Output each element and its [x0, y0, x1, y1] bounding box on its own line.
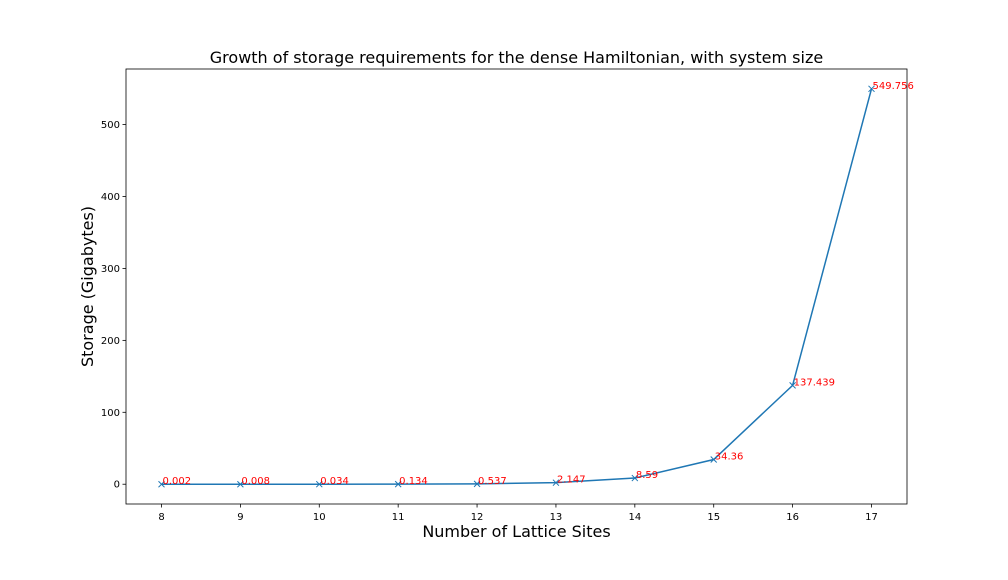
plot-area	[126, 69, 907, 504]
data-labels: 0.002 0.008 0.034 0.134 0.537 2.147 8.59 34.36 1…	[163, 81, 914, 487]
x-axis-ticks: 8 9 10 11 12 13 14 15 16 17	[158, 504, 878, 523]
y-tick-label: 0	[114, 480, 120, 491]
data-point-label: 8.59	[636, 470, 658, 481]
x-tick-label: 13	[550, 512, 563, 523]
data-point-marker	[868, 85, 875, 93]
y-axis-ticks: 0 100 200 300 400 500	[101, 120, 126, 491]
series-markers	[158, 85, 875, 488]
plot-frame	[125, 68, 908, 505]
data-point-marker	[394, 480, 402, 488]
y-tick-label: 400	[101, 192, 120, 203]
x-tick-label: 11	[392, 512, 405, 523]
data-point-marker	[789, 382, 796, 389]
x-tick-label: 8	[158, 512, 164, 523]
data-point-marker	[315, 480, 323, 488]
data-point-marker	[158, 480, 165, 488]
data-point-marker	[710, 456, 718, 463]
data-point-label: 0.008	[241, 476, 270, 487]
data-point-label: 0.034	[320, 476, 349, 487]
x-axis-label: Number of Lattice Sites	[422, 522, 610, 541]
y-tick-label: 100	[101, 408, 120, 419]
x-tick-label: 9	[237, 512, 243, 523]
data-point-label: 137.439	[794, 377, 835, 388]
data-point-marker	[631, 474, 639, 482]
data-point-marker	[552, 479, 560, 487]
chart-title: Growth of storage requirements for the d…	[210, 48, 823, 67]
data-point-label: 549.756	[873, 81, 914, 92]
data-point-label: 2.147	[557, 475, 586, 486]
x-tick-label: 16	[786, 512, 799, 523]
x-tick-label: 12	[471, 512, 484, 523]
x-tick-label: 14	[628, 512, 641, 523]
x-tick-label: 10	[313, 512, 326, 523]
data-point-marker	[473, 480, 481, 488]
data-point-label: 0.134	[399, 476, 428, 487]
data-point-marker	[237, 480, 244, 488]
y-tick-label: 500	[101, 120, 120, 131]
data-point-label: 0.537	[478, 476, 507, 487]
y-tick-label: 300	[101, 264, 120, 275]
y-tick-label: 200	[101, 336, 120, 347]
x-tick-label: 17	[865, 512, 878, 523]
data-point-label: 0.002	[163, 476, 192, 487]
series-line	[161, 88, 873, 485]
y-axis-label: Storage (Gigabytes)	[78, 206, 97, 367]
data-point-label: 34.36	[715, 452, 744, 463]
x-tick-label: 15	[707, 512, 720, 523]
